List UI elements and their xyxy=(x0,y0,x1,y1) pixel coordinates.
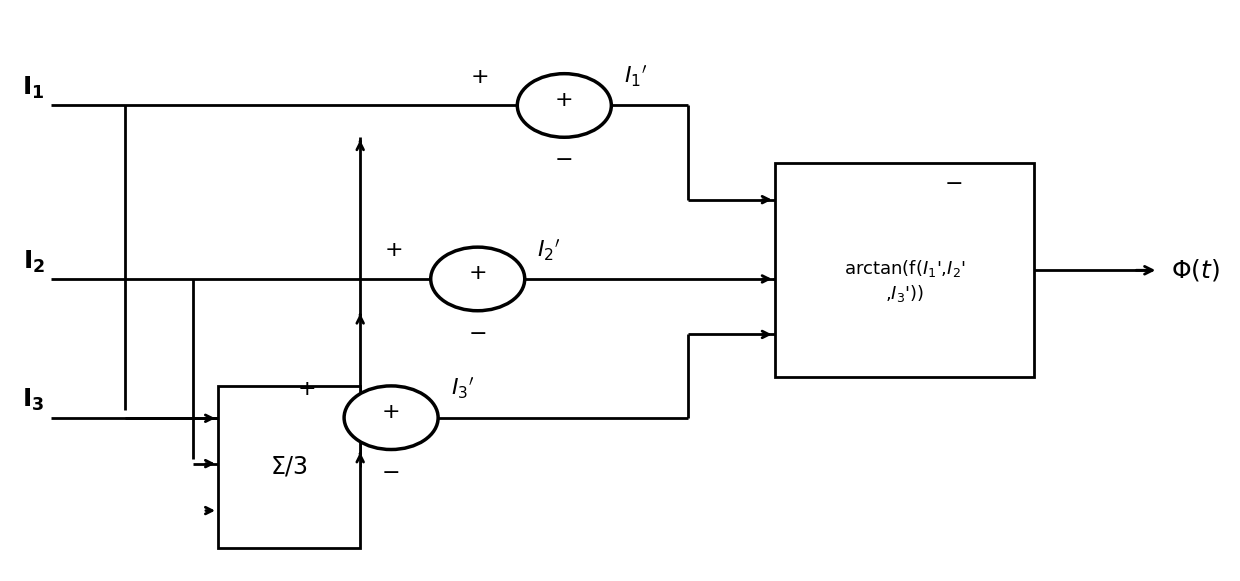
Text: +: + xyxy=(298,379,316,399)
Text: $I_2{'}$: $I_2{'}$ xyxy=(537,238,560,263)
Text: +: + xyxy=(382,402,401,422)
Text: $\mathbf{I_2}$: $\mathbf{I_2}$ xyxy=(22,249,45,275)
Text: −: − xyxy=(945,174,963,193)
Text: +: + xyxy=(469,263,487,283)
Text: $\mathbf{I_3}$: $\mathbf{I_3}$ xyxy=(22,388,45,414)
Ellipse shape xyxy=(343,386,438,450)
Text: $I_3{'}$: $I_3{'}$ xyxy=(450,376,474,401)
Text: −: − xyxy=(556,150,574,170)
Text: +: + xyxy=(471,67,490,87)
Text: +: + xyxy=(556,89,574,110)
Text: $I_1{'}$: $I_1{'}$ xyxy=(624,64,647,89)
Text: $\mathbf{I_1}$: $\mathbf{I_1}$ xyxy=(22,75,45,101)
Text: $\Sigma/3$: $\Sigma/3$ xyxy=(270,455,308,479)
Text: arctan(f($I_1$',$I_2$'
,$I_3$')): arctan(f($I_1$',$I_2$' ,$I_3$')) xyxy=(843,259,966,303)
Text: +: + xyxy=(384,240,403,260)
Bar xyxy=(218,386,360,548)
Ellipse shape xyxy=(430,247,525,311)
Text: $\Phi(t)$: $\Phi(t)$ xyxy=(1171,257,1219,284)
Ellipse shape xyxy=(517,74,611,137)
Text: −: − xyxy=(469,324,487,344)
Text: −: − xyxy=(382,462,401,483)
Bar xyxy=(775,163,1034,377)
